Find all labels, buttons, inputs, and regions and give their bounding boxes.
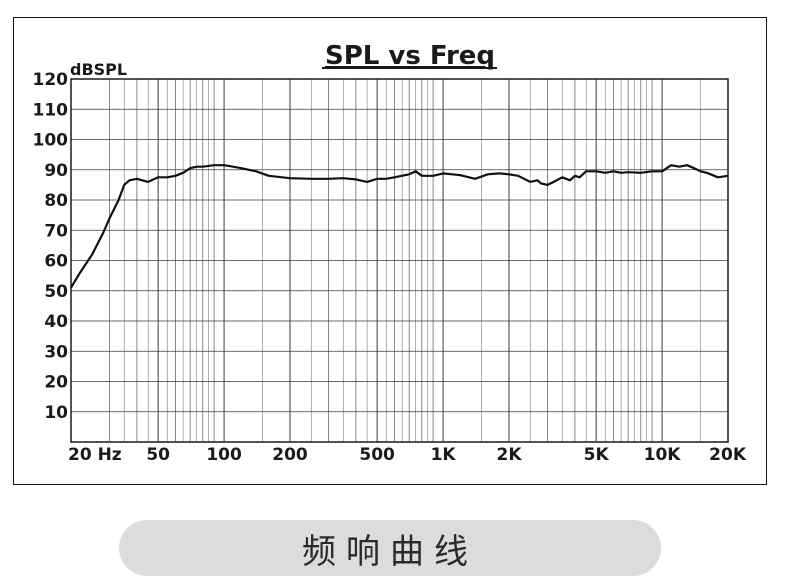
x-tick-label: 10K — [644, 445, 682, 465]
y-tick-label: 40 — [44, 312, 68, 332]
y-tick-label: 80 — [44, 191, 68, 211]
x-tick-label: 5K — [584, 445, 610, 465]
x-tick-label: 20 Hz — [68, 445, 122, 465]
plot-border — [70, 78, 729, 443]
y-tick-labels: 120 110 100 90 80 70 60 50 40 30 20 10 — [33, 70, 69, 423]
x-tick-label: 500 — [359, 445, 395, 465]
x-tick-label: 2K — [496, 445, 522, 465]
x-tick-label: 100 — [206, 445, 242, 465]
y-tick-label: 10 — [44, 403, 68, 423]
x-tick-label: 20K — [709, 445, 747, 465]
spl-response-curve — [70, 164, 729, 289]
y-tick-label: 120 — [33, 70, 69, 90]
caption-pill: 频响曲线 — [119, 520, 661, 576]
y-tick-label: 100 — [33, 131, 69, 151]
chart-frame — [13, 17, 767, 485]
x-tick-label: 50 — [146, 445, 170, 465]
y-axis-unit-label: dBSPL — [70, 60, 127, 79]
y-tick-label: 70 — [44, 221, 68, 241]
y-tick-label: 110 — [33, 100, 69, 120]
y-tick-label: 30 — [44, 342, 68, 362]
x-tick-label: 200 — [272, 445, 308, 465]
grid — [71, 79, 728, 442]
caption-label: 频响曲线 — [302, 531, 478, 572]
x-tick-labels: 20 Hz 50 100 200 500 1K 2K 5K 10K 20K — [68, 445, 747, 465]
y-tick-label: 60 — [44, 252, 68, 272]
y-tick-label: 50 — [44, 282, 68, 302]
chart-title: SPL vs Freq — [325, 41, 495, 71]
y-tick-label: 90 — [44, 161, 68, 181]
y-tick-label: 20 — [44, 373, 68, 393]
x-tick-label: 1K — [431, 445, 457, 465]
